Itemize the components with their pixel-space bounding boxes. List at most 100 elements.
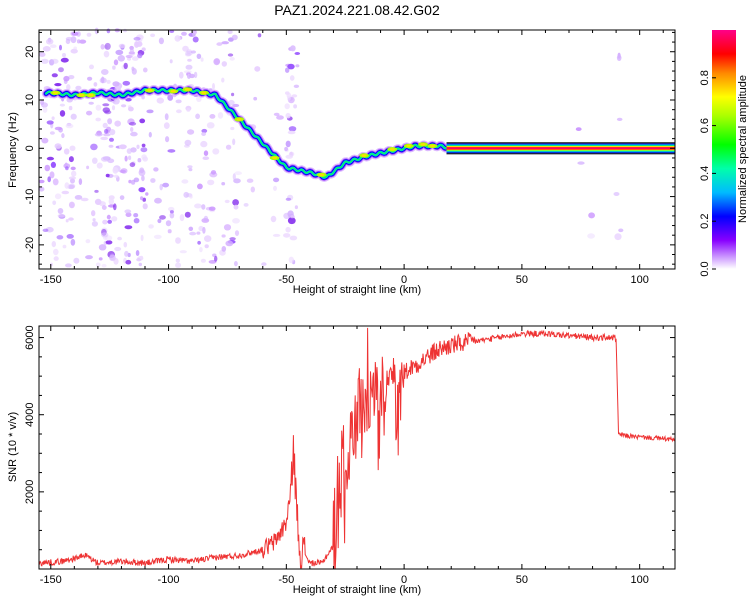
spectrogram-noise-blob bbox=[44, 164, 51, 172]
snr-y-axis-title: SNR (10 * v/v) bbox=[7, 412, 19, 482]
spectrogram-noise-blob bbox=[63, 75, 70, 82]
spectrogram-noise-blob bbox=[201, 128, 208, 133]
spectrogram-hotspot-core bbox=[170, 90, 176, 93]
spectrogram-noise-blob bbox=[85, 239, 91, 244]
spectrogram-noise-blob bbox=[294, 52, 301, 55]
spectrogram-noise-blob bbox=[153, 234, 162, 239]
spectrogram-noise-blob bbox=[62, 53, 66, 58]
spectrogram-noise-blob bbox=[221, 182, 226, 186]
spectrogram-noise-blob bbox=[128, 179, 132, 184]
spectrogram-noise-blob bbox=[102, 122, 108, 129]
spectrogram-noise-blob bbox=[131, 66, 135, 71]
spectrogram-noise-blob bbox=[52, 178, 59, 186]
spectrogram-noise-blob bbox=[124, 225, 133, 230]
spectrogram-noise-blob bbox=[221, 61, 227, 67]
spectrogram-noise-blob bbox=[135, 41, 143, 47]
spectrogram-noise-blob bbox=[111, 105, 116, 111]
spectrogram-noise-blob bbox=[98, 257, 103, 261]
spectrogram-noise-blob bbox=[70, 113, 77, 120]
spectrogram-noise-blob bbox=[233, 178, 241, 184]
spectrogram-noise-blob bbox=[287, 217, 296, 225]
spectrogram-noise-blob bbox=[92, 218, 96, 222]
spectrogram-noise-blob bbox=[212, 83, 215, 90]
spectrogram-hotspot-core bbox=[429, 144, 435, 148]
spectrogram-noise-blob bbox=[288, 126, 297, 132]
spectrogram-noise-blob bbox=[179, 250, 187, 254]
spectrogram-noise-blob bbox=[112, 81, 120, 87]
spectrogram-hotspot-core bbox=[420, 143, 426, 146]
spectrogram-noise-blob bbox=[114, 120, 121, 127]
spectrogram-noise-blob bbox=[125, 212, 132, 217]
spectrogram-noise-blob bbox=[129, 162, 136, 168]
spectrogram-noise-blob bbox=[577, 161, 585, 165]
spectrogram-noise-blob bbox=[70, 48, 78, 54]
spectrogram-noise-blob bbox=[54, 83, 62, 87]
spectrogram-noise-blob bbox=[123, 241, 128, 248]
spectrogram-noise-blob bbox=[124, 209, 132, 214]
spectrogram-noise-blob bbox=[65, 219, 69, 223]
spectrogram-noise-blob bbox=[50, 58, 59, 64]
spectrogram-noise-blob bbox=[204, 235, 212, 243]
spectrogram-noise-blob bbox=[78, 178, 83, 186]
snr-y-tick-label: 4000 bbox=[24, 402, 36, 426]
spectrogram-noise-blob bbox=[54, 126, 63, 131]
spectrogram-noise-blob bbox=[113, 174, 119, 178]
spectrogram-noise-blob bbox=[285, 226, 291, 233]
spectrogram-noise-blob bbox=[126, 57, 132, 61]
spectrogram-noise-blob bbox=[175, 237, 181, 244]
spectrogram-noise-blob bbox=[91, 221, 98, 227]
snr-x-axis-title: Height of straight line (km) bbox=[293, 584, 421, 596]
spectrogram-noise-blob bbox=[181, 179, 189, 184]
spectrogram-noise-blob bbox=[68, 201, 75, 209]
spectrogram-noise-blob bbox=[187, 165, 193, 169]
spectrogram-noise-blob bbox=[102, 107, 111, 113]
spectrogram-y-axis-title: Frequency (Hz) bbox=[7, 112, 19, 188]
spectrogram-noise-blob bbox=[65, 263, 72, 268]
spectrogram-constant-band bbox=[446, 147, 675, 150]
spectrogram-noise-blob bbox=[50, 44, 57, 48]
spectrogram-noise-blob bbox=[284, 103, 290, 110]
spectrogram-noise-blob bbox=[216, 42, 223, 46]
snr-series-line bbox=[38, 327, 676, 570]
spectrogram-noise-blob bbox=[68, 217, 74, 221]
spectrogram-noise-blob bbox=[133, 36, 141, 41]
spectrogram-noise-blob bbox=[142, 197, 146, 202]
spectrogram-noise-blob bbox=[214, 255, 218, 262]
spectrogram-noise-blob bbox=[295, 64, 300, 68]
spectrogram-noise-blob bbox=[46, 120, 54, 125]
spectrogram-hotspot-core bbox=[389, 148, 395, 151]
spectrogram-noise-blob bbox=[128, 121, 137, 126]
spectrogram-hotspot-core bbox=[147, 89, 153, 92]
spectrogram-noise-blob bbox=[120, 168, 128, 174]
spectrogram-noise-blob bbox=[169, 59, 173, 64]
spectrogram-noise-blob bbox=[68, 156, 74, 163]
spectrogram-noise-blob bbox=[169, 212, 175, 219]
spectrogram-noise-blob bbox=[111, 216, 118, 222]
spectrogram-noise-blob bbox=[113, 203, 117, 211]
spectrogram-noise-blob bbox=[70, 178, 75, 184]
spectrogram-noise-blob bbox=[40, 58, 49, 64]
spectrogram-noise-blob bbox=[186, 108, 191, 112]
spectrogram-noise-blob bbox=[162, 182, 170, 188]
spectrogram-noise-blob bbox=[100, 136, 109, 141]
spectrogram-noise-blob bbox=[73, 257, 80, 264]
spectrogram-noise-blob bbox=[285, 197, 292, 201]
spectrogram-y-tick-label: 20 bbox=[24, 46, 36, 58]
spectrogram-noise-blob bbox=[88, 101, 94, 105]
spectrogram-noise-blob bbox=[196, 53, 202, 59]
spectrogram-noise-blob bbox=[229, 56, 235, 61]
spectrogram-noise-blob bbox=[68, 176, 76, 180]
spectrogram-noise-blob bbox=[294, 205, 298, 210]
spectrogram-noise-blob bbox=[179, 71, 184, 79]
spectrogram-noise-blob bbox=[289, 235, 298, 241]
spectrogram-noise-blob bbox=[115, 49, 124, 56]
spectrogram-x-axis-title: Height of straight line (km) bbox=[293, 284, 421, 296]
spectrogram-noise-blob bbox=[109, 137, 114, 142]
spectrogram-noise-blob bbox=[107, 158, 115, 164]
spectrogram-noise-blob bbox=[74, 195, 83, 200]
spectrogram-noise-blob bbox=[70, 166, 76, 171]
spectrogram-hotspot-core bbox=[272, 156, 278, 160]
spectrogram-noise-blob bbox=[233, 204, 239, 210]
spectrogram-noise-blob bbox=[65, 166, 69, 171]
